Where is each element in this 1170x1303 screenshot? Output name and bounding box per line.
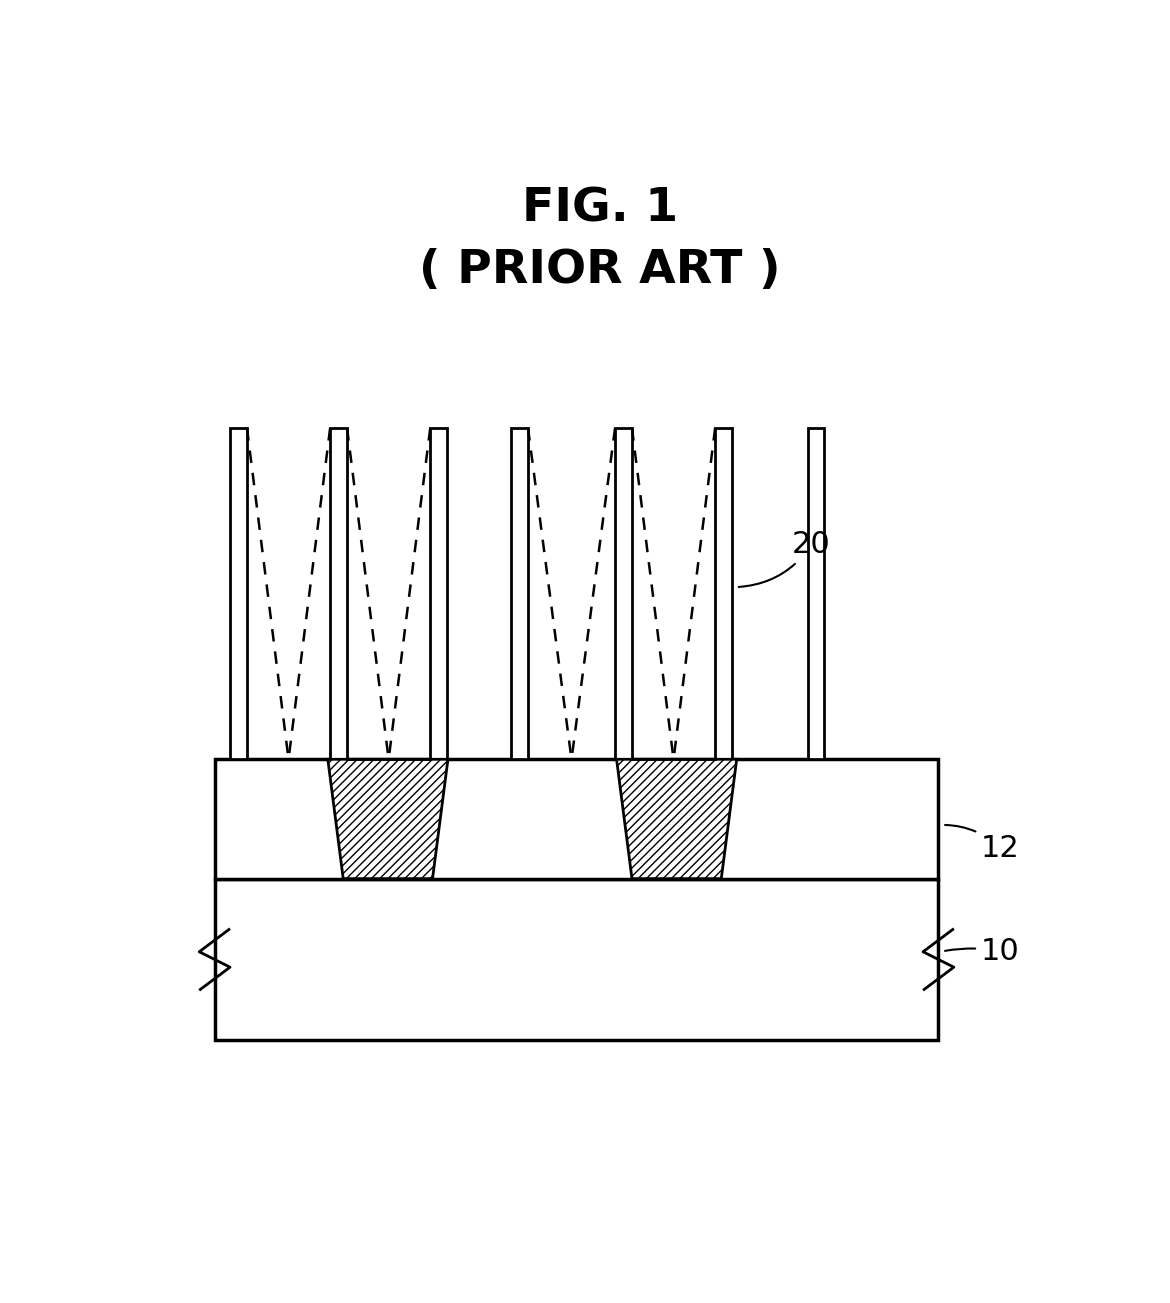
Bar [807,429,825,760]
Text: 20: 20 [738,530,831,586]
Bar [214,760,938,878]
Bar [615,429,632,760]
Polygon shape [328,760,448,878]
Bar [214,878,938,1040]
Bar [715,429,732,760]
Bar [230,429,247,760]
Bar [330,429,347,760]
Bar [511,429,528,760]
Text: 12: 12 [945,825,1019,863]
Text: 10: 10 [945,937,1019,966]
Text: ( PRIOR ART ): ( PRIOR ART ) [419,248,780,293]
Text: FIG. 1: FIG. 1 [522,186,677,231]
Bar [431,429,447,760]
Polygon shape [617,760,737,878]
